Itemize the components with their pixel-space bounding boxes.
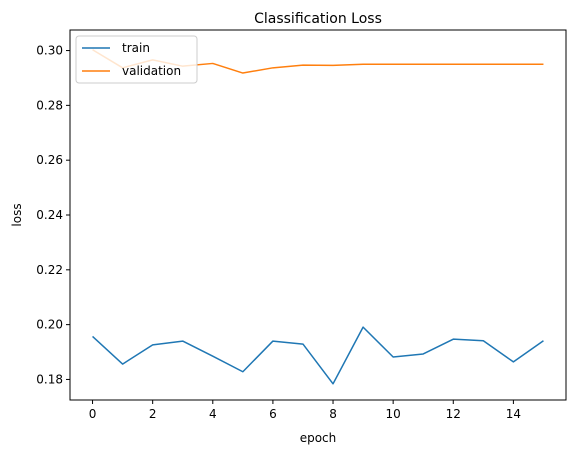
chart-title: Classification Loss	[254, 11, 382, 27]
x-tick-label: 8	[329, 407, 337, 421]
x-tick-label: 6	[269, 407, 277, 421]
y-tick-label: 0.26	[36, 153, 63, 167]
y-tick-label: 0.20	[36, 318, 63, 332]
x-tick-label: 10	[386, 407, 401, 421]
x-axis: 0 2 4 6 8 10 12 14	[89, 400, 521, 421]
legend: train validation	[75, 35, 198, 84]
y-tick-label: 0.24	[36, 208, 63, 222]
series-layer	[92, 49, 544, 385]
y-tick-label: 0.30	[36, 44, 63, 58]
x-tick-label: 2	[149, 407, 157, 421]
x-tick-label: 4	[209, 407, 217, 421]
y-axis-label: loss	[10, 203, 24, 226]
x-tick-label: 12	[446, 407, 461, 421]
x-axis-label: epoch	[300, 431, 337, 445]
y-tick-label: 0.18	[36, 372, 63, 386]
series-line-train	[92, 326, 544, 385]
y-axis: 0.18 0.20 0.22 0.24 0.26 0.28 0.30	[36, 44, 70, 386]
legend-label-validation: validation	[122, 64, 181, 78]
x-tick-label: 14	[506, 407, 521, 421]
y-tick-label: 0.28	[36, 98, 63, 112]
y-tick-label: 0.22	[36, 263, 63, 277]
x-tick-label: 0	[89, 407, 97, 421]
legend-label-train: train	[122, 41, 150, 55]
plot-frame	[69, 29, 567, 401]
